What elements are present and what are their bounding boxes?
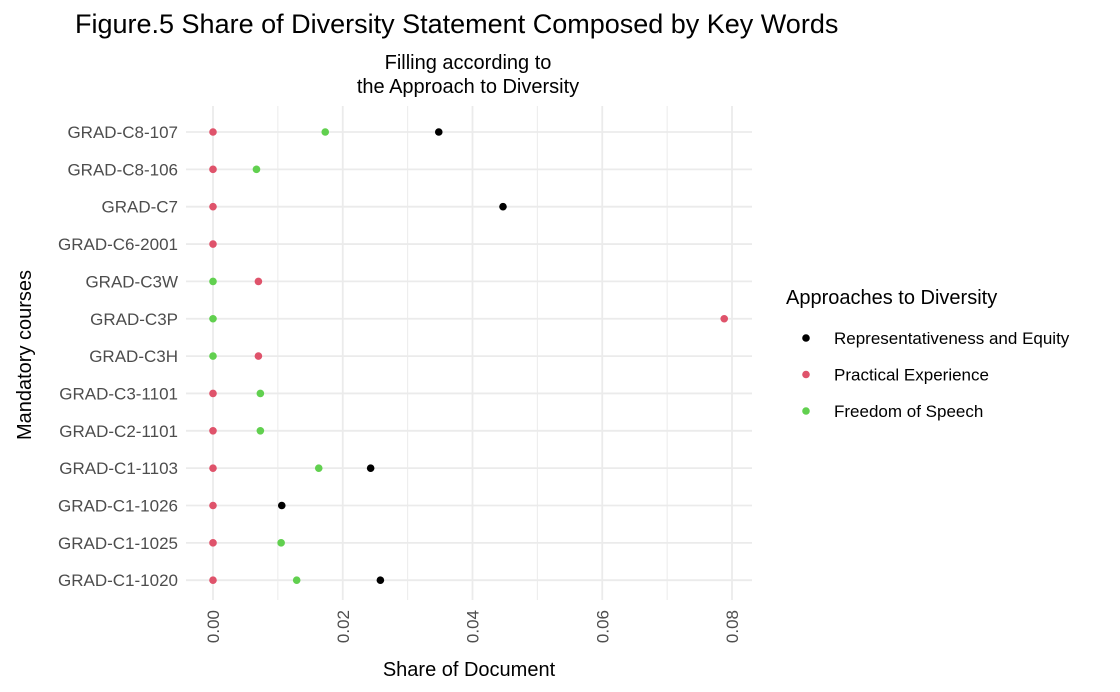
y-tick-label: GRAD-C7 bbox=[101, 198, 178, 217]
point-practical-experience bbox=[209, 501, 217, 510]
point-practical-experience bbox=[209, 389, 217, 398]
legend-label: Practical Experience bbox=[834, 366, 989, 385]
legend-key bbox=[802, 407, 810, 415]
x-tick-label: 0.08 bbox=[723, 610, 742, 643]
point-practical-experience bbox=[209, 576, 217, 584]
y-tick-label: GRAD-C8-107 bbox=[67, 123, 178, 142]
legend-title: Approaches to Diversity bbox=[786, 287, 997, 309]
point-freedom-of-speech bbox=[277, 539, 285, 547]
chart-title: Figure.5 Share of Diversity Statement Co… bbox=[75, 9, 838, 39]
y-tick-labels: GRAD-C8-107 GRAD-C8-106 GRAD-C7 GRAD-C6-200… bbox=[58, 123, 178, 590]
legend-label: Representativeness and Equity bbox=[834, 329, 1070, 348]
point-freedom-of-speech bbox=[292, 576, 301, 584]
point-freedom-of-speech bbox=[321, 128, 330, 136]
chart-subtitle-line-1: Filling according to bbox=[385, 52, 552, 74]
x-tick-label: 0.04 bbox=[464, 610, 483, 643]
grid bbox=[186, 106, 752, 600]
point-practical-experience bbox=[720, 314, 729, 323]
point-practical-experience bbox=[254, 352, 263, 360]
data-points bbox=[209, 128, 729, 584]
point-practical-experience bbox=[209, 165, 217, 174]
y-axis-title: Mandatory courses bbox=[14, 270, 36, 440]
x-tick-label: 0.00 bbox=[204, 610, 223, 643]
legend: Approaches to Diversity Representativene… bbox=[786, 287, 1070, 421]
legend-entries: Representativeness and Equity Practical E… bbox=[802, 329, 1070, 421]
x-tick-labels: 0.00 0.02 0.04 0.06 0.08 bbox=[204, 610, 742, 643]
legend-label: Freedom of Speech bbox=[834, 402, 983, 421]
y-tick-label: GRAD-C3H bbox=[89, 347, 178, 366]
point-freedom-of-speech bbox=[209, 314, 217, 323]
y-tick-label: GRAD-C8-106 bbox=[67, 160, 178, 179]
point-freedom-of-speech bbox=[252, 165, 261, 174]
y-tick-label: GRAD-C2-1101 bbox=[59, 422, 178, 441]
y-tick-label: GRAD-C3W bbox=[85, 272, 178, 291]
point-representativeness-and-equity bbox=[366, 464, 375, 472]
point-practical-experience bbox=[209, 427, 217, 435]
point-practical-experience bbox=[209, 464, 217, 472]
x-tick-label: 0.06 bbox=[593, 610, 612, 643]
y-tick-label: GRAD-C1-1026 bbox=[58, 497, 178, 516]
point-freedom-of-speech bbox=[256, 427, 265, 435]
point-representativeness-and-equity bbox=[499, 202, 507, 211]
y-tick-label: GRAD-C6-2001 bbox=[58, 235, 178, 254]
point-practical-experience bbox=[209, 240, 217, 248]
point-freedom-of-speech bbox=[209, 352, 217, 360]
point-representativeness-and-equity bbox=[277, 501, 286, 510]
y-tick-label: GRAD-C1-1103 bbox=[59, 459, 178, 478]
y-tick-label: GRAD-C3-1101 bbox=[59, 384, 178, 403]
point-practical-experience bbox=[209, 128, 217, 136]
point-practical-experience bbox=[209, 539, 217, 547]
point-freedom-of-speech bbox=[314, 464, 323, 472]
y-tick-label: GRAD-C1-1025 bbox=[58, 534, 178, 553]
point-freedom-of-speech bbox=[256, 389, 265, 398]
x-axis-title: Share of Document bbox=[383, 659, 556, 681]
point-representativeness-and-equity bbox=[434, 128, 443, 136]
y-tick-label: GRAD-C3P bbox=[90, 310, 178, 329]
point-freedom-of-speech bbox=[209, 277, 217, 286]
point-representativeness-and-equity bbox=[376, 576, 385, 584]
point-practical-experience bbox=[254, 277, 263, 286]
x-tick-label: 0.02 bbox=[334, 610, 353, 643]
chart-subtitle-line-2: the Approach to Diversity bbox=[357, 76, 579, 98]
legend-key bbox=[802, 334, 810, 342]
legend-key bbox=[802, 370, 810, 379]
y-tick-label: GRAD-C1-1020 bbox=[58, 571, 178, 590]
point-practical-experience bbox=[209, 202, 217, 211]
